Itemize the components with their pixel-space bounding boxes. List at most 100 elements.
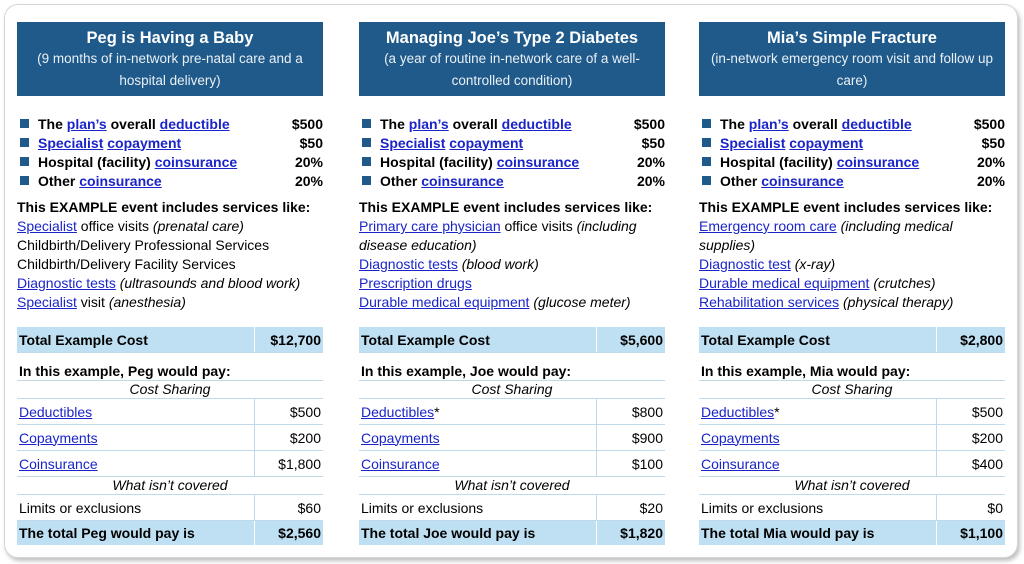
- glossary-link[interactable]: coinsurance: [836, 153, 920, 170]
- service-note: (ultrasounds and blood work): [119, 275, 301, 291]
- cost-type-link[interactable]: Coinsurance: [701, 455, 780, 472]
- would-pay-heading: In this example, Mia would pay:: [701, 363, 911, 379]
- glossary-link[interactable]: coinsurance: [421, 172, 504, 189]
- glossary-link[interactable]: copayment: [789, 134, 864, 151]
- glossary-link[interactable]: deductible: [841, 115, 912, 132]
- service-item: Diagnostic test (x-ray): [699, 255, 1005, 274]
- cost-row-value: $500: [254, 399, 323, 424]
- cost-row-label: Coinsurance: [699, 451, 936, 476]
- service-item: Rehabilitation services (physical therap…: [699, 293, 1005, 312]
- glossary-link[interactable]: copayment: [449, 134, 524, 151]
- service-item: Durable medical equipment (crutches): [699, 274, 1005, 293]
- service-item: Emergency room care (including medical: [699, 217, 1005, 236]
- glossary-link[interactable]: coinsurance: [79, 172, 162, 189]
- cost-row-label: Copayments: [359, 425, 596, 450]
- parameter-text: The: [720, 115, 749, 132]
- service-note: (x-ray): [794, 256, 836, 272]
- services-list: This EXAMPLE event includes services lik…: [359, 198, 665, 312]
- parameter-value: $500: [633, 115, 665, 132]
- cost-sharing-section: Cost Sharing: [17, 381, 323, 399]
- total-pay-label: The total Joe would pay is: [361, 525, 536, 541]
- cost-row: Deductibles * $500: [699, 399, 1005, 425]
- cost-type-link[interactable]: Coinsurance: [19, 455, 98, 472]
- service-link[interactable]: Emergency room care: [699, 218, 837, 234]
- total-cost-label: Total Example Cost: [361, 331, 490, 348]
- cost-row: Copayments $200: [699, 425, 1005, 451]
- service-link[interactable]: Prescription drugs: [359, 275, 472, 291]
- cost-table: Total Example Cost $12,700 In this example…: [17, 327, 323, 545]
- cost-type-link[interactable]: Copayments: [19, 429, 98, 446]
- service-item: supplies): [699, 236, 1005, 255]
- service-link[interactable]: Diagnostic tests: [359, 256, 458, 272]
- parameter-label: Hospital (facility) coinsurance: [380, 154, 605, 170]
- cost-row: Copayments $900: [359, 425, 665, 451]
- glossary-link[interactable]: plan’s: [408, 115, 449, 132]
- service-link[interactable]: Rehabilitation services: [699, 294, 840, 310]
- glossary-link[interactable]: deductible: [501, 115, 572, 132]
- square-bullet-icon: [702, 176, 711, 185]
- not-covered-section: What isn’t covered: [699, 477, 1005, 495]
- service-item: Primary care physician office visits (in…: [359, 217, 665, 236]
- plan-parameter-row: Specialist copayment $50: [699, 133, 1005, 152]
- cost-type-link[interactable]: Deductibles: [19, 403, 93, 420]
- parameter-label: The plan’s overall deductible: [720, 116, 945, 132]
- cost-type-link[interactable]: Deductibles: [701, 403, 775, 420]
- square-bullet-icon: [702, 138, 711, 147]
- limits-row: Limits or exclusions $20: [359, 495, 665, 521]
- limits-value: $0: [936, 495, 1005, 520]
- service-item: Childbirth/Delivery Facility Services: [17, 255, 323, 274]
- glossary-link[interactable]: plan’s: [66, 115, 107, 132]
- glossary-link[interactable]: plan’s: [748, 115, 789, 132]
- cost-sharing-section: Cost Sharing: [359, 381, 665, 399]
- glossary-link[interactable]: Specialist: [720, 134, 786, 151]
- glossary-link[interactable]: coinsurance: [154, 153, 238, 170]
- service-link[interactable]: Durable medical equipment: [699, 275, 870, 291]
- service-link[interactable]: Diagnostic tests: [17, 275, 116, 291]
- service-text: visit: [76, 294, 109, 310]
- total-pay-label: The total Mia would pay is: [701, 525, 875, 541]
- parameter-value: $50: [981, 134, 1005, 151]
- service-note: (physical therapy): [842, 294, 954, 310]
- cost-type-link[interactable]: Coinsurance: [361, 455, 440, 472]
- footnote-marker: *: [774, 403, 780, 420]
- parameter-label: Other coinsurance: [720, 173, 945, 189]
- square-bullet-icon: [20, 157, 29, 166]
- cost-type-link[interactable]: Copayments: [701, 429, 780, 446]
- glossary-link[interactable]: Specialist: [38, 134, 104, 151]
- square-bullet-icon: [20, 138, 29, 147]
- service-link[interactable]: Diagnostic test: [699, 256, 791, 272]
- service-link[interactable]: Specialist: [17, 294, 77, 310]
- service-link[interactable]: Durable medical equipment: [359, 294, 530, 310]
- cost-type-link[interactable]: Copayments: [361, 429, 440, 446]
- glossary-link[interactable]: coinsurance: [496, 153, 580, 170]
- plan-parameter-row: The plan’s overall deductible $500: [359, 114, 665, 133]
- service-link[interactable]: Primary care physician: [359, 218, 501, 234]
- total-example-cost-row: Total Example Cost $12,700: [17, 327, 323, 353]
- parameter-value: 20%: [294, 172, 323, 189]
- not-covered-label: What isn’t covered: [454, 477, 570, 493]
- services-heading: This EXAMPLE event includes services lik…: [17, 199, 311, 215]
- parameter-text: The: [38, 115, 67, 132]
- parameter-value: $500: [291, 115, 323, 132]
- parameter-text: Other: [38, 172, 80, 189]
- plan-parameters: The plan’s overall deductible $500 Special…: [359, 114, 665, 190]
- service-item: Diagnostic tests (ultrasounds and blood …: [17, 274, 323, 293]
- cost-row: Copayments $200: [17, 425, 323, 451]
- glossary-link[interactable]: Specialist: [380, 134, 446, 151]
- cost-row-label: Deductibles: [17, 399, 254, 424]
- example-header: Managing Joe’s Type 2 Diabetes (a year of…: [359, 22, 665, 96]
- square-bullet-icon: [20, 119, 29, 128]
- plan-parameter-row: Other coinsurance 20%: [359, 171, 665, 190]
- glossary-link[interactable]: coinsurance: [761, 172, 844, 189]
- service-note: disease education): [359, 237, 477, 253]
- glossary-link[interactable]: copayment: [107, 134, 182, 151]
- service-link[interactable]: Specialist: [17, 218, 77, 234]
- cost-row-label: Deductibles *: [699, 399, 936, 424]
- cost-row-label: Copayments: [17, 425, 254, 450]
- services-list: This EXAMPLE event includes services lik…: [699, 198, 1005, 312]
- cost-row-value: $400: [936, 451, 1005, 476]
- parameter-value: 20%: [636, 153, 665, 170]
- square-bullet-icon: [362, 157, 371, 166]
- cost-type-link[interactable]: Deductibles: [361, 403, 435, 420]
- glossary-link[interactable]: deductible: [159, 115, 230, 132]
